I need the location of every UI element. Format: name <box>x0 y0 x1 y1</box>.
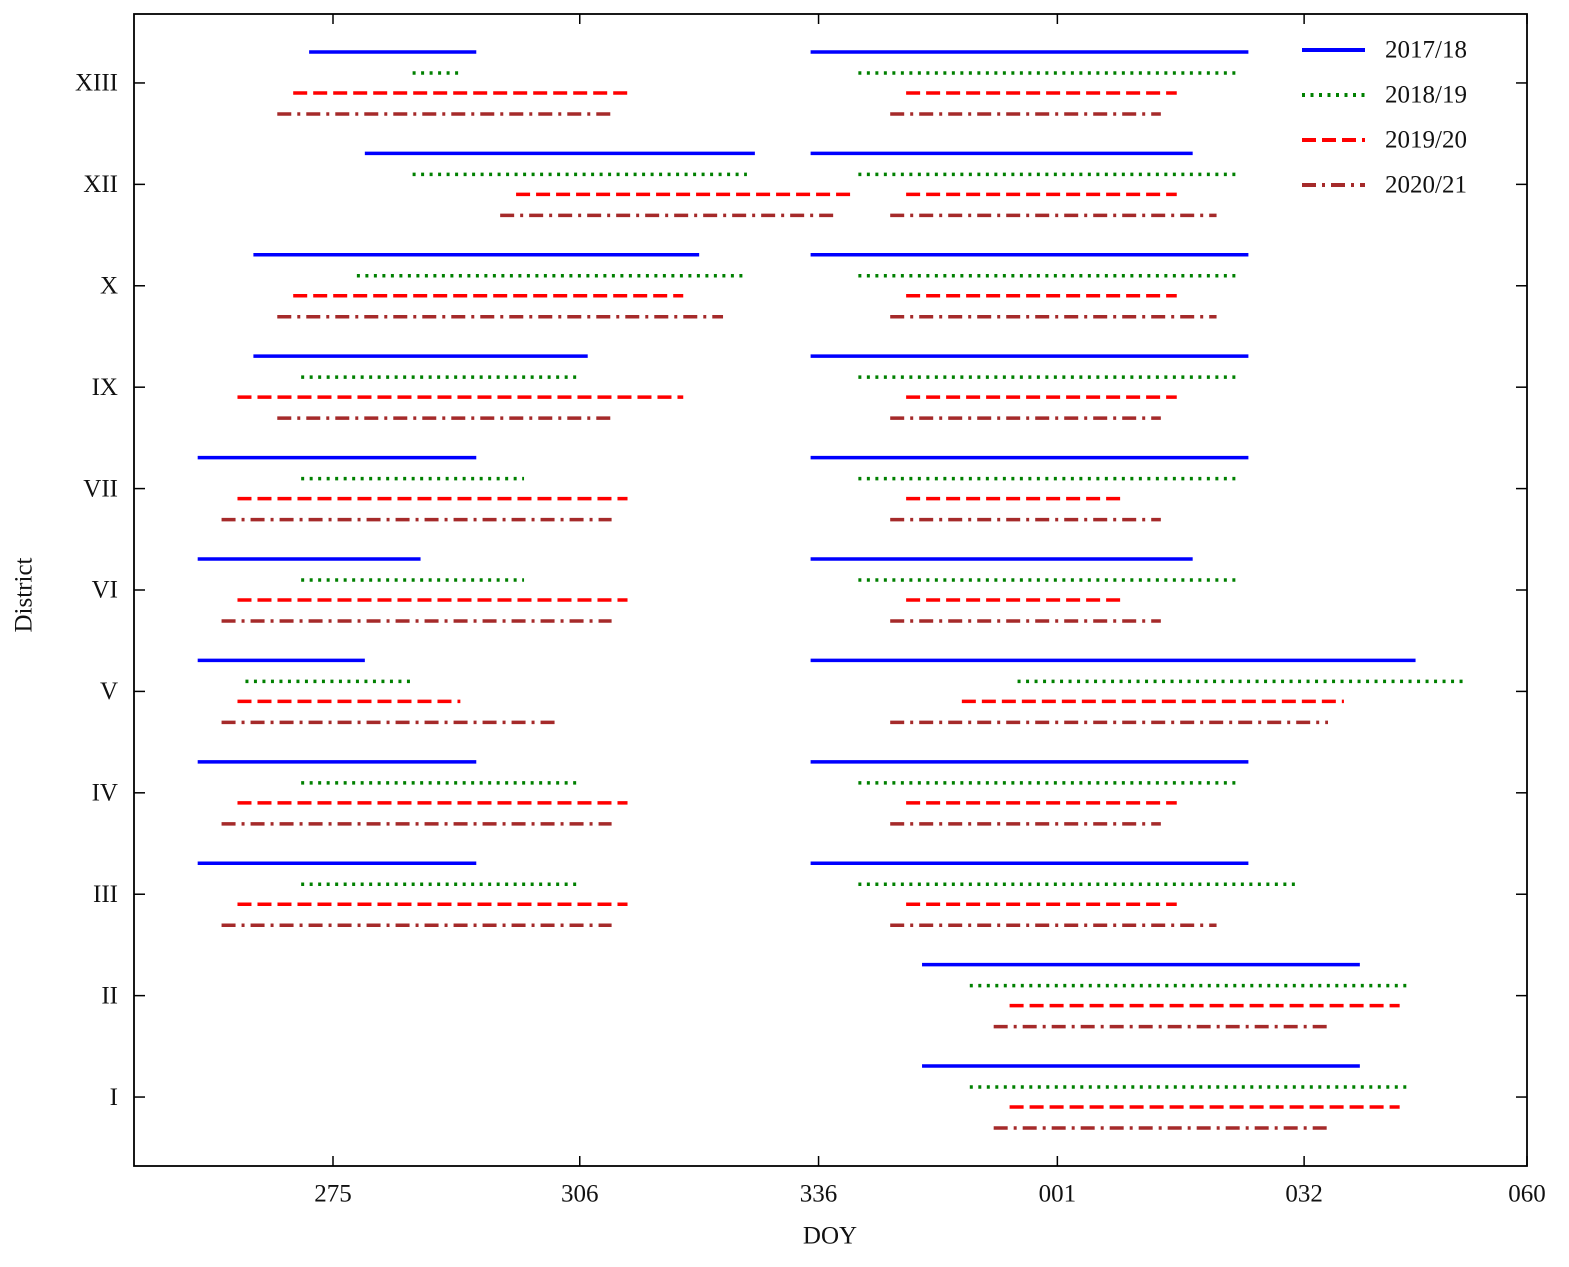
y-tick-label: II <box>101 982 118 1009</box>
x-tick-label: 001 <box>1039 1181 1077 1208</box>
x-axis-label: DOY <box>803 1223 857 1250</box>
plot-frame <box>133 13 1528 1167</box>
y-tick-label: III <box>93 881 118 908</box>
y-tick-label: VII <box>83 475 118 502</box>
x-tick-label: 336 <box>800 1181 838 1208</box>
legend-label: 2017/18 <box>1385 37 1467 64</box>
y-tick-label: VI <box>92 577 118 604</box>
legend-label: 2018/19 <box>1385 82 1467 109</box>
y-tick-label: V <box>100 678 118 705</box>
y-tick-label: XIII <box>75 70 118 97</box>
y-tick-label: XII <box>83 171 118 198</box>
y-tick-label: IX <box>92 374 118 401</box>
y-tick-label: X <box>100 273 118 300</box>
y-tick-label: IV <box>92 780 118 807</box>
legend-label: 2020/21 <box>1385 172 1467 199</box>
legend-label: 2019/20 <box>1385 127 1467 154</box>
x-tick-label: 032 <box>1285 1181 1323 1208</box>
y-axis-label: District <box>11 557 38 632</box>
x-tick-label: 275 <box>314 1181 352 1208</box>
y-tick-label: I <box>110 1084 118 1111</box>
x-tick-label: 060 <box>1508 1181 1546 1208</box>
x-tick-label: 306 <box>561 1181 599 1208</box>
